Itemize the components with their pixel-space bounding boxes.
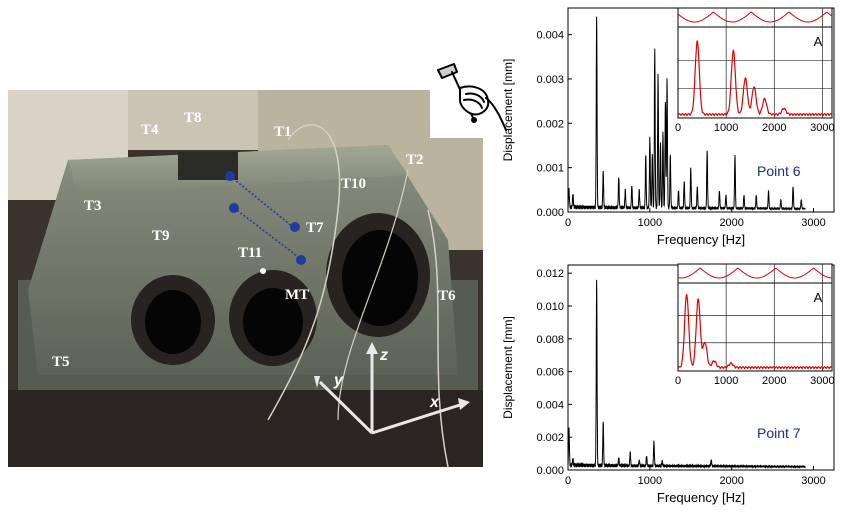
x-axis-label: Frequency [Hz] <box>657 490 745 505</box>
y-tick-label: 0.002 <box>536 432 564 444</box>
inset-x-tick-label: 0 <box>675 375 681 387</box>
x-tick-label: 2000 <box>719 475 743 487</box>
point-annotation: Point 6 <box>757 163 801 179</box>
sensor-label-t11: T11 <box>238 245 262 261</box>
sensor-label-t1: T1 <box>274 124 292 140</box>
coordinate-axes <box>318 352 464 435</box>
y-tick-label: 0.000 <box>536 207 564 219</box>
y-tick-label: 0.012 <box>536 268 564 280</box>
measurement-line <box>229 175 294 228</box>
point-annotation: Point 7 <box>757 425 801 441</box>
x-tick-label: 2000 <box>719 217 743 229</box>
measurement-point <box>296 255 306 265</box>
y-tick-label: 0.002 <box>536 118 564 130</box>
sensor-label-t2: T2 <box>406 152 424 168</box>
sensor-label-t8: T8 <box>184 110 202 126</box>
y-tick-label: 0.000 <box>536 465 564 477</box>
inset-spectrum-line <box>677 293 833 370</box>
x-tick-label: 1000 <box>638 217 662 229</box>
y-axis-label: Displacement [mm] <box>501 316 515 419</box>
bore-right-inner <box>342 230 418 326</box>
x-tick-label: 3000 <box>801 475 825 487</box>
x-tick-label: 0 <box>565 217 571 229</box>
axis-label-z: z <box>379 347 388 364</box>
measurement-point <box>225 171 235 181</box>
inset-x-tick-label: 3000 <box>810 122 834 134</box>
sensor-cable <box>427 209 449 467</box>
axis-label-x: x <box>429 394 440 411</box>
x-axis-label: Frequency [Hz] <box>657 232 745 247</box>
spectrum-chart-point-7: 0.000 0.002 0.004 0.006 0.008 0.010 0.012 0 100… <box>501 263 835 505</box>
inset-strip-line <box>677 11 833 23</box>
y-axis-label: Displacement [mm] <box>501 59 515 162</box>
sensor-label-t3: T3 <box>84 198 102 214</box>
floor <box>8 390 483 467</box>
bore-left-inner <box>145 290 201 354</box>
inset-spectrum-line <box>677 40 833 117</box>
spectrum-line <box>567 279 806 470</box>
bearing-bores <box>131 213 430 366</box>
y-tick-label: 0.004 <box>536 30 564 42</box>
axis-label-y: y <box>333 372 344 389</box>
y-tick-label: 0.003 <box>536 74 564 86</box>
measurement-point <box>290 222 300 232</box>
measurement-point <box>229 203 239 213</box>
sensor-cable <box>267 124 341 421</box>
inset-x-tick-label: 0 <box>675 122 681 134</box>
gearbox-photo: T1 T2 T3 T4 T5 T6 T7 T8 T9 T10 T11 MT x … <box>8 90 483 467</box>
sensor-label-t10: T10 <box>341 176 366 192</box>
y-tick-label: 0.010 <box>536 301 564 313</box>
bore-middle-inner <box>243 288 303 356</box>
y-tick-label: 0.008 <box>536 334 564 346</box>
y-tick-label: 0.006 <box>536 367 564 379</box>
sensor-label-t5: T5 <box>52 354 70 370</box>
sensor-cable <box>337 169 409 421</box>
axis-arrowheads <box>314 342 470 410</box>
measurement-point-t11 <box>260 268 266 274</box>
impact-hammer-icon <box>430 58 508 138</box>
inset-frame <box>677 7 833 119</box>
inset-x-tick-label: 1000 <box>714 122 738 134</box>
sensor-label-t7: T7 <box>306 220 324 236</box>
y-tick-label: 0.004 <box>536 399 564 411</box>
inset-strip-line <box>677 267 833 279</box>
sensor-label-t9: T9 <box>152 228 170 244</box>
x-tick-label: 3000 <box>801 217 825 229</box>
inset-x-tick-label: 2000 <box>762 375 786 387</box>
inset-frame <box>677 263 833 372</box>
sensor-label-mt: MT <box>285 287 309 303</box>
inset-x-tick-label: 3000 <box>810 375 834 387</box>
inset-x-tick-label: 2000 <box>762 122 786 134</box>
y-tick-label: 0.001 <box>536 163 564 175</box>
inset-label: A <box>814 34 823 49</box>
x-tick-label: 0 <box>565 475 571 487</box>
inset-x-tick-label: 1000 <box>714 375 738 387</box>
spectrum-line <box>567 16 806 212</box>
x-tick-label: 1000 <box>638 475 662 487</box>
sensor-label-t4: T4 <box>141 122 159 138</box>
sensor-label-t6: T6 <box>438 288 456 304</box>
inset-label: A <box>814 290 823 305</box>
